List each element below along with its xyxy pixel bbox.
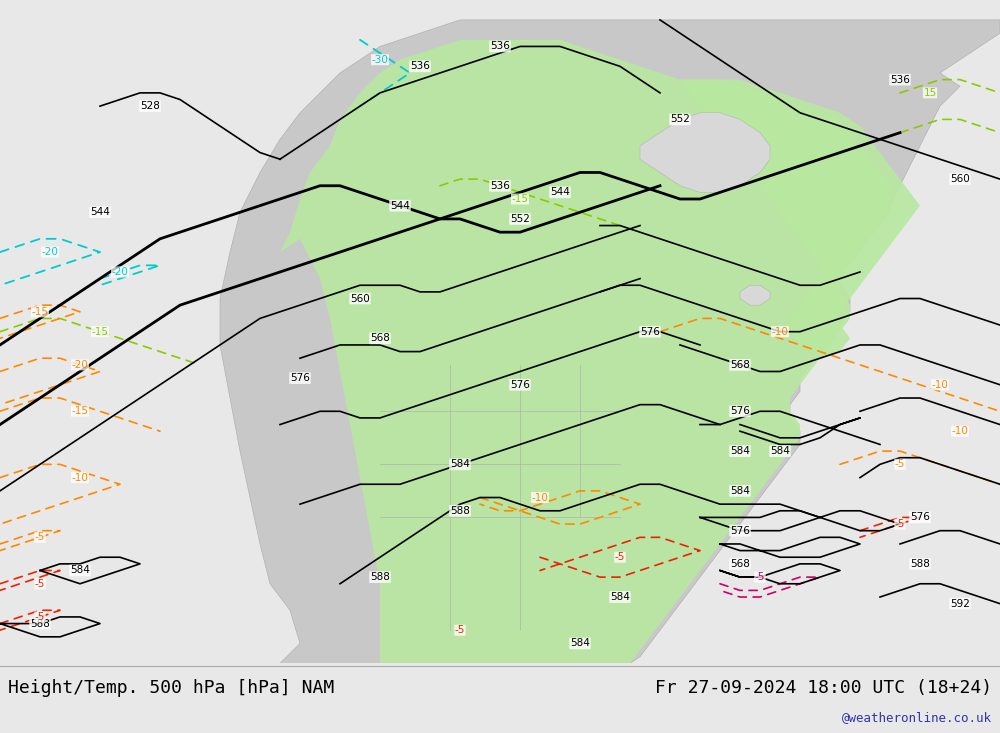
- Text: -5: -5: [455, 625, 465, 636]
- Text: -15: -15: [72, 406, 88, 416]
- Text: 560: 560: [350, 293, 370, 303]
- Text: -5: -5: [755, 572, 765, 582]
- Text: @weatheronline.co.uk: @weatheronline.co.uk: [842, 710, 992, 723]
- Text: 552: 552: [510, 214, 530, 224]
- Text: -5: -5: [895, 519, 905, 529]
- Polygon shape: [740, 285, 770, 305]
- Text: -5: -5: [895, 460, 905, 469]
- Text: 576: 576: [730, 526, 750, 536]
- Text: -15: -15: [32, 307, 48, 317]
- Text: 536: 536: [410, 62, 430, 71]
- Text: 568: 568: [730, 559, 750, 569]
- Text: -5: -5: [35, 612, 45, 622]
- Text: -30: -30: [372, 55, 388, 65]
- Text: 588: 588: [450, 506, 470, 516]
- Text: -5: -5: [35, 579, 45, 589]
- Text: 568: 568: [370, 334, 390, 343]
- Text: 576: 576: [910, 512, 930, 523]
- Text: -5: -5: [35, 532, 45, 542]
- Text: 528: 528: [140, 101, 160, 111]
- Text: -5: -5: [615, 552, 625, 562]
- Text: 568: 568: [730, 360, 750, 370]
- Text: -15: -15: [92, 327, 108, 336]
- Text: 560: 560: [950, 174, 970, 184]
- Text: Fr 27-09-2024 18:00 UTC (18+24): Fr 27-09-2024 18:00 UTC (18+24): [655, 679, 992, 697]
- Text: -10: -10: [932, 380, 948, 390]
- Polygon shape: [220, 20, 1000, 663]
- Text: 576: 576: [730, 406, 750, 416]
- Text: 584: 584: [770, 446, 790, 456]
- Polygon shape: [280, 40, 890, 663]
- Text: 584: 584: [570, 638, 590, 649]
- Text: 588: 588: [30, 619, 50, 629]
- Text: 592: 592: [950, 599, 970, 608]
- Text: -20: -20: [112, 267, 128, 277]
- Text: 584: 584: [70, 565, 90, 575]
- Text: 584: 584: [730, 486, 750, 496]
- Text: -10: -10: [772, 327, 788, 336]
- Text: -10: -10: [72, 473, 88, 482]
- Text: 544: 544: [90, 207, 110, 217]
- Text: -20: -20: [72, 360, 88, 370]
- Text: 584: 584: [610, 592, 630, 602]
- Text: 576: 576: [640, 327, 660, 336]
- Text: 584: 584: [730, 446, 750, 456]
- Text: 588: 588: [910, 559, 930, 569]
- Text: 576: 576: [290, 373, 310, 383]
- Text: 15: 15: [923, 88, 937, 98]
- Text: 588: 588: [370, 572, 390, 582]
- Text: 536: 536: [490, 42, 510, 51]
- Text: 544: 544: [550, 188, 570, 197]
- Text: -20: -20: [42, 247, 58, 257]
- Text: 536: 536: [890, 75, 910, 84]
- Text: Height/Temp. 500 hPa [hPa] NAM: Height/Temp. 500 hPa [hPa] NAM: [8, 679, 334, 697]
- Text: 544: 544: [390, 201, 410, 210]
- Text: -10: -10: [532, 493, 548, 503]
- Text: 552: 552: [670, 114, 690, 125]
- Text: 536: 536: [490, 181, 510, 191]
- Text: -15: -15: [512, 194, 528, 204]
- Text: 584: 584: [450, 460, 470, 469]
- Polygon shape: [680, 80, 920, 358]
- Text: -10: -10: [952, 426, 968, 436]
- Text: 576: 576: [510, 380, 530, 390]
- Polygon shape: [640, 113, 770, 192]
